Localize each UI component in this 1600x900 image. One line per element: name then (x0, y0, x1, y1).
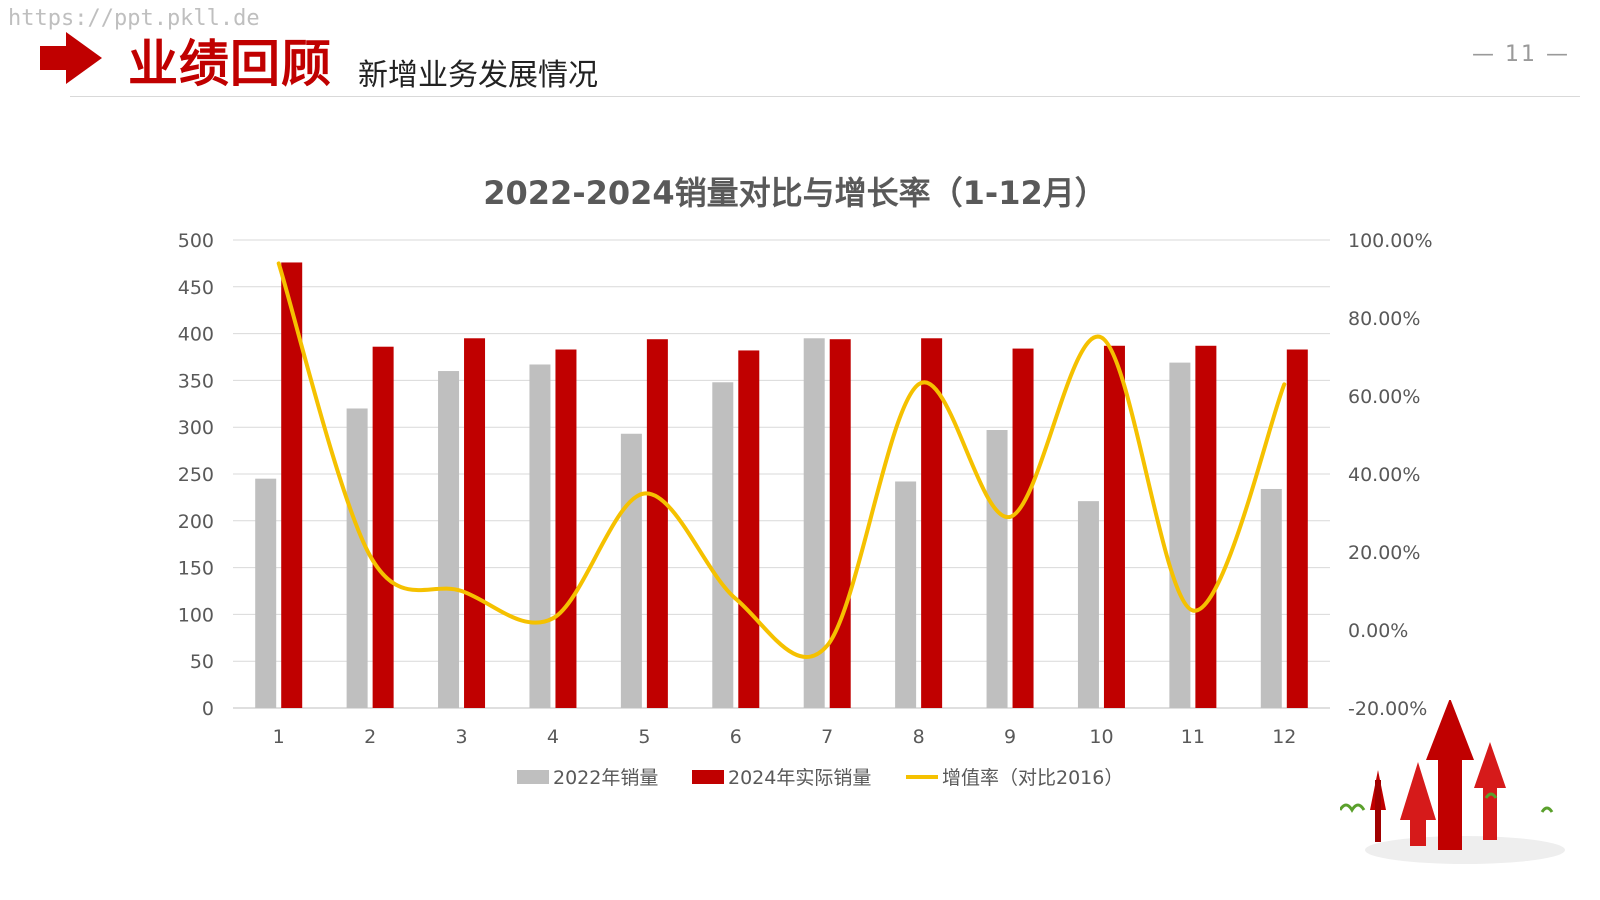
bar-2024 (281, 262, 303, 708)
x-tick-label: 3 (455, 726, 467, 748)
y-tick-label: 450 (178, 277, 214, 299)
y-tick-label: 0 (202, 698, 214, 720)
bar-2022 (895, 481, 917, 708)
bar-2022 (620, 433, 642, 708)
bar-2024 (646, 339, 668, 708)
bar-2022 (438, 371, 460, 708)
y2-tick-label: 100.00% (1348, 230, 1433, 252)
x-tick-label: 2 (364, 726, 376, 748)
legend-swatch-2024 (692, 770, 724, 784)
x-tick-label: 7 (821, 726, 833, 748)
x-tick-label: 1 (273, 726, 285, 748)
y-tick-label: 100 (178, 604, 214, 626)
legend-label-2024: 2024年实际销量 (728, 767, 871, 789)
bar-2022 (1077, 501, 1099, 708)
y-tick-label: 500 (178, 230, 214, 252)
growth-arrows-decoration (1340, 700, 1565, 864)
bar-2024 (555, 349, 577, 708)
y-tick-label: 200 (178, 511, 214, 533)
y2-tick-label: 20.00% (1348, 542, 1420, 564)
bar-2024 (372, 346, 394, 708)
bar-2024 (738, 350, 760, 708)
watermark: https://ppt.pkll.de (8, 6, 260, 31)
legend-layer: 2022年销量 2024年实际销量 增值率（对比2016） (517, 767, 1123, 789)
bar-2024 (1195, 345, 1217, 708)
bar-2024 (829, 339, 851, 708)
y-tick-label: 400 (178, 324, 214, 346)
y-tick-label: 50 (190, 651, 214, 673)
grid-layer (233, 239, 1330, 709)
y2-tick-label: 0.00% (1348, 620, 1408, 642)
bar-2024 (1286, 349, 1308, 708)
bar-2022 (712, 382, 734, 708)
bar-2024 (464, 338, 486, 708)
x-tick-label: 6 (730, 726, 742, 748)
y2-tick-label: 40.00% (1348, 464, 1420, 486)
header-divider (70, 96, 1580, 97)
arrow-right-icon (40, 32, 102, 84)
bar-2024 (1103, 345, 1125, 708)
bar-2022 (1260, 488, 1282, 708)
axis-layer: 0 50 100 150 200 250 300 350 400 450 500 -20.00% 0.0… (178, 230, 1433, 748)
legend-label-2022: 2022年销量 (553, 767, 658, 789)
y-tick-label: 300 (178, 417, 214, 439)
bars-layer (255, 262, 1308, 708)
y2-tick-label: 80.00% (1348, 308, 1420, 330)
bar-2022 (346, 408, 368, 708)
page-number: — 11 — (1472, 42, 1570, 67)
bar-2022 (1169, 362, 1191, 708)
x-tick-label: 5 (638, 726, 650, 748)
page-subtitle: 新增业务发展情况 (358, 58, 598, 93)
x-tick-label: 12 (1272, 726, 1296, 748)
legend-label-growth: 增值率（对比2016） (942, 767, 1123, 789)
growth-rate-line (276, 261, 1287, 660)
y-tick-label: 350 (178, 370, 214, 392)
x-tick-label: 10 (1089, 726, 1113, 748)
y-tick-label: 150 (178, 558, 214, 580)
x-tick-label: 4 (547, 726, 559, 748)
bar-2022 (986, 430, 1008, 708)
bar-2022 (255, 478, 277, 708)
x-tick-label: 9 (1004, 726, 1016, 748)
y-tick-label: 250 (178, 464, 214, 486)
x-tick-label: 11 (1181, 726, 1205, 748)
bar-2024 (1012, 348, 1034, 708)
bar-2024 (921, 338, 943, 708)
chart-title: 2022-2024销量对比与增长率（1-12月） (483, 174, 1107, 212)
x-tick-label: 8 (913, 726, 925, 748)
legend-swatch-2022 (517, 770, 549, 784)
bar-2022 (803, 338, 825, 708)
y2-tick-label: -20.00% (1348, 698, 1427, 720)
page-title: 业绩回顾 (128, 35, 332, 93)
line-layer (276, 261, 1287, 660)
y2-tick-label: 60.00% (1348, 386, 1420, 408)
bar-2022 (529, 364, 551, 708)
